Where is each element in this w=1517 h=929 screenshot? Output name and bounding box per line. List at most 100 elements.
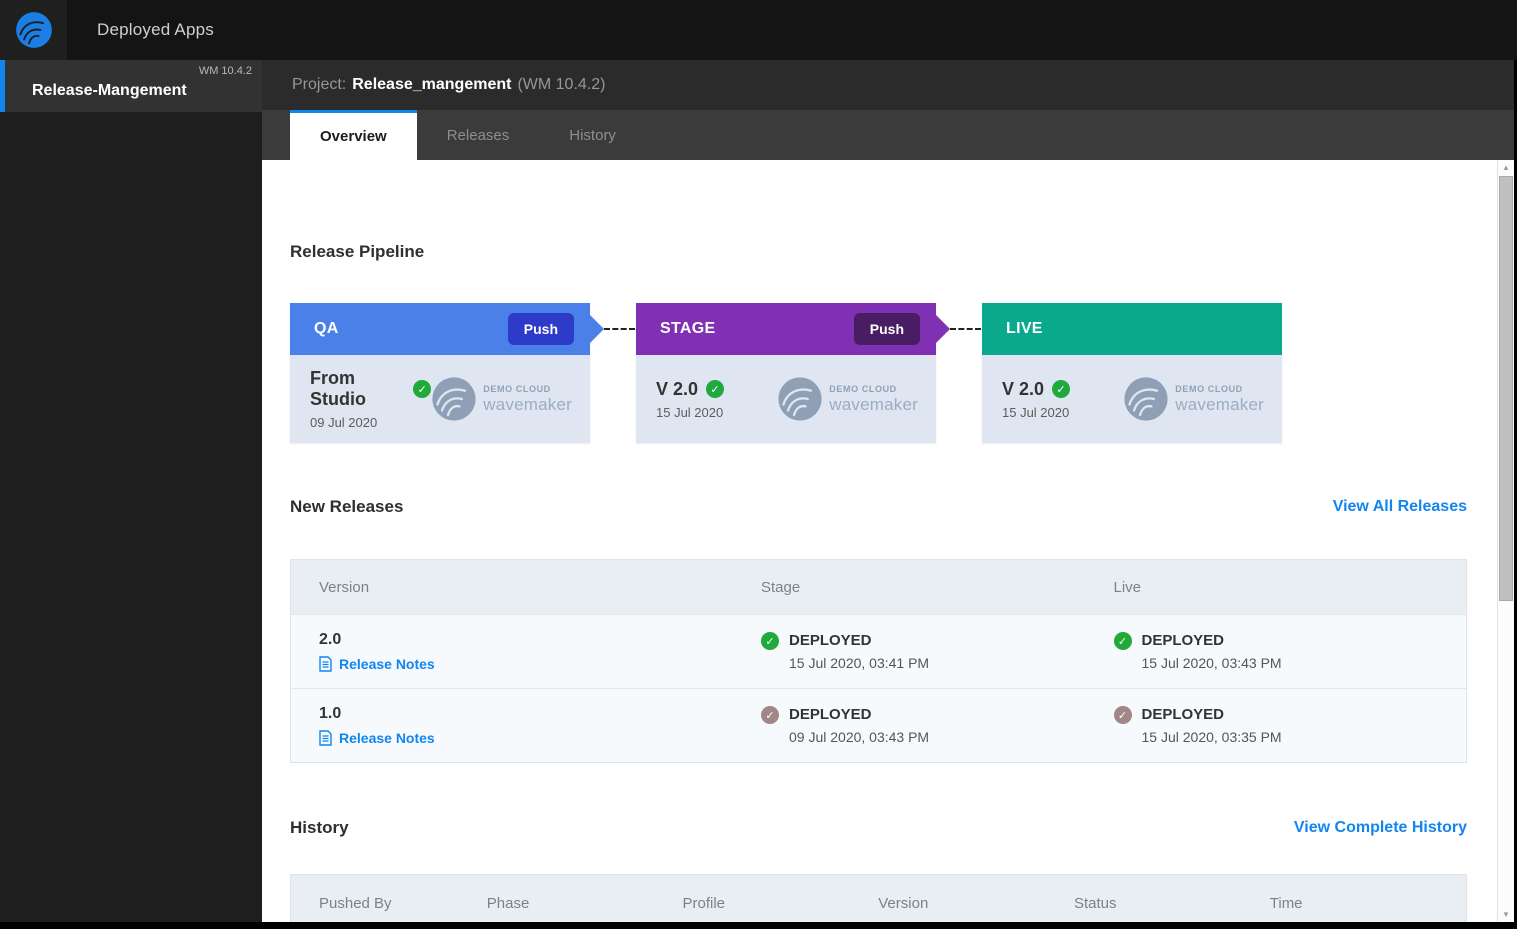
scroll-down-icon[interactable]: ▼ (1502, 910, 1510, 919)
stage-card-body: V 2.0 ✓ 15 Jul 2020 DEMO CLOUD wavemaker (636, 355, 936, 443)
sidebar-item-label: Release-Mangement (32, 82, 187, 99)
wavemaker-label: wavemaker (1175, 394, 1264, 414)
document-icon (319, 730, 332, 746)
qa-demo-cloud-logo: DEMO CLOUD wavemaker (431, 376, 572, 422)
qa-success-check-icon: ✓ (413, 380, 432, 398)
release-notes-label: Release Notes (339, 730, 435, 746)
column-header-version: Version (319, 578, 370, 596)
column-header-status: Status (1074, 895, 1117, 912)
stage-time: 09 Jul 2020, 03:43 PM (789, 729, 930, 745)
view-all-releases-link[interactable]: View All Releases (1332, 498, 1467, 515)
release-notes-link[interactable]: Release Notes (319, 656, 761, 672)
top-bar: Deployed Apps (0, 0, 1517, 60)
demo-cloud-label: DEMO CLOUD (1175, 383, 1243, 394)
live-status: DEPLOYED (1141, 706, 1225, 723)
release-version: 1.0 (319, 705, 342, 722)
scrollbar-thumb[interactable] (1499, 176, 1513, 601)
wavemaker-label: wavemaker (829, 394, 918, 414)
column-header-version: Version (878, 895, 929, 912)
page-title: Deployed Apps (97, 20, 214, 39)
live-version: V 2.0 (1002, 378, 1045, 399)
stage-success-check-icon: ✓ (706, 380, 725, 398)
tab-overview[interactable]: Overview (290, 110, 417, 160)
scroll-up-icon[interactable]: ▲ (1502, 163, 1510, 172)
release-row-2-0: 2.0 Release Notes ✓ DEPLOYED (291, 614, 1466, 688)
qa-version: From Studio (310, 368, 366, 409)
qa-card-body: From Studio ✓ 09 Jul 2020 DEMO CLOUD wav… (290, 355, 590, 443)
release-notes-label: Release Notes (339, 656, 435, 672)
new-releases-table-header: Version Stage Live (291, 560, 1466, 614)
release-row-1-0: 1.0 Release Notes ✓ DEPLOYED (291, 688, 1466, 762)
wavemaker-wave-icon (1124, 377, 1168, 421)
pipeline-card-live: LIVE V 2.0 ✓ 15 Jul 2020 (982, 303, 1282, 443)
history-table-header: Pushed By Phase Profile Version Status T… (291, 875, 1466, 922)
column-header-live: Live (1113, 578, 1142, 596)
live-card-body: V 2.0 ✓ 15 Jul 2020 DEMO CLOUD wavemaker (982, 355, 1282, 443)
release-pipeline: QA Push From Studio ✓ 09 Jul 2020 (290, 303, 1467, 443)
column-header-profile: Profile (682, 895, 726, 912)
qa-stage-connector (604, 328, 635, 330)
stage-version: V 2.0 (656, 378, 699, 399)
project-version: (WM 10.4.2) (517, 76, 606, 93)
live-demo-cloud-logo: DEMO CLOUD wavemaker (1123, 376, 1264, 422)
column-header-stage: Stage (761, 578, 801, 596)
stage-push-button[interactable]: Push (853, 313, 920, 345)
qa-push-button[interactable]: Push (507, 313, 574, 345)
sidebar-item-version: WM 10.4.2 (198, 65, 252, 77)
stage-stage-name: STAGE (660, 320, 716, 337)
column-header-time: Time (1269, 895, 1303, 912)
release-notes-link[interactable]: Release Notes (319, 730, 761, 746)
wavemaker-logo[interactable] (0, 0, 67, 60)
stage-arrow-tip-icon (936, 315, 950, 343)
stage-status: DEPLOYED (789, 632, 872, 649)
live-card-header: LIVE (982, 303, 1282, 355)
project-prefix: Project: (292, 76, 347, 93)
tab-bar: Overview Releases History (262, 110, 1514, 160)
new-releases-heading: New Releases (290, 497, 404, 516)
live-deployed-check-icon-muted: ✓ (1113, 706, 1132, 724)
live-stage-name: LIVE (1006, 320, 1043, 337)
wavemaker-label: wavemaker (483, 394, 572, 414)
sidebar-item-release-management[interactable]: WM 10.4.2 Release-Mangement (0, 60, 262, 112)
live-success-check-icon: ✓ (1052, 380, 1071, 398)
document-icon (319, 656, 332, 672)
history-heading: History (290, 818, 349, 837)
new-releases-table: Version Stage Live 2.0 Release Notes (290, 559, 1467, 763)
release-pipeline-heading: Release Pipeline (290, 242, 425, 261)
sidebar: WM 10.4.2 Release-Mangement (0, 60, 262, 922)
vertical-scrollbar[interactable]: ▲ ▼ (1497, 160, 1514, 922)
history-table: Pushed By Phase Profile Version Status T… (290, 874, 1467, 922)
column-header-pushed-by: Pushed By (319, 895, 392, 912)
content-area: Release Pipeline QA Push From Studio (262, 160, 1497, 922)
qa-date: 09 Jul 2020 (310, 415, 378, 430)
pipeline-card-qa: QA Push From Studio ✓ 09 Jul 2020 (290, 303, 635, 443)
live-status: DEPLOYED (1141, 632, 1225, 649)
demo-cloud-label: DEMO CLOUD (483, 383, 551, 394)
live-deployed-check-icon: ✓ (1113, 632, 1132, 650)
stage-date: 15 Jul 2020 (656, 404, 724, 420)
wavemaker-wave-icon (778, 377, 822, 421)
tab-history[interactable]: History (569, 126, 616, 144)
stage-deployed-check-icon: ✓ (761, 632, 779, 650)
wavemaker-wave-icon (432, 377, 476, 421)
qa-arrow-tip-icon (590, 315, 604, 343)
live-time: 15 Jul 2020, 03:35 PM (1141, 729, 1282, 745)
pipeline-card-stage: STAGE Push V 2.0 ✓ 15 Jul 2020 (636, 303, 981, 443)
stage-live-connector (950, 328, 981, 330)
wavemaker-wave-icon (15, 12, 52, 48)
stage-card-header: STAGE Push (636, 303, 950, 355)
tab-releases[interactable]: Releases (446, 126, 510, 144)
live-date: 15 Jul 2020 (1002, 404, 1070, 420)
main-panel: Project: Release_mangement (WM 10.4.2) O… (262, 60, 1514, 922)
stage-status: DEPLOYED (789, 706, 872, 723)
stage-time: 15 Jul 2020, 03:41 PM (789, 655, 930, 671)
qa-stage-name: QA (314, 320, 339, 337)
project-name: Release_mangement (352, 76, 512, 93)
column-header-phase: Phase (486, 895, 530, 912)
release-version: 2.0 (319, 631, 342, 648)
demo-cloud-label: DEMO CLOUD (829, 383, 897, 394)
project-header: Project: Release_mangement (WM 10.4.2) (262, 60, 1514, 110)
qa-card-header: QA Push (290, 303, 604, 355)
view-complete-history-link[interactable]: View Complete History (1293, 819, 1467, 836)
